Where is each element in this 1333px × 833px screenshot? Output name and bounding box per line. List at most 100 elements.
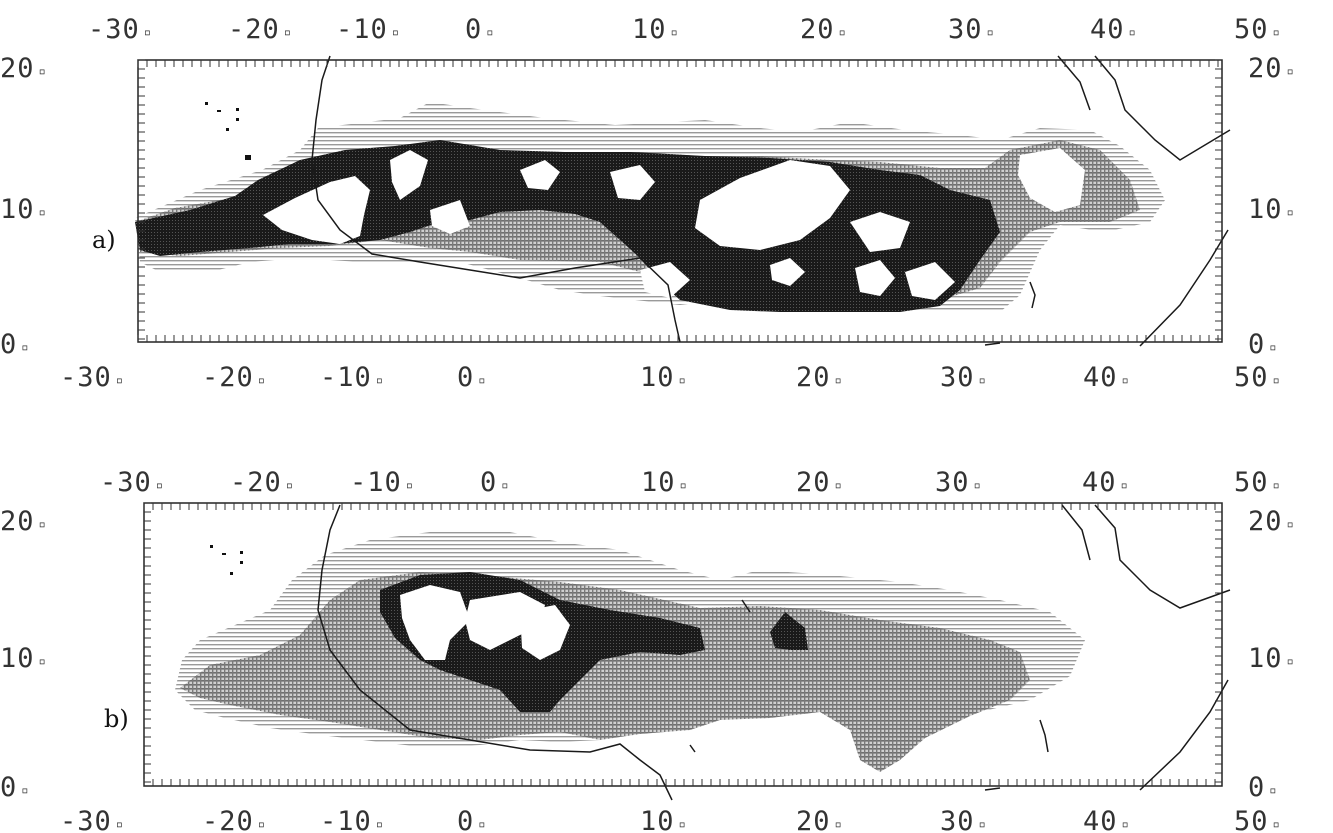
panel-a-bottom-x-label: 20 ▫ — [796, 362, 843, 393]
panel-b-island — [210, 545, 213, 548]
panel-b-bottom-x-label: 0 ▫ — [457, 806, 487, 833]
panel-b-island — [230, 572, 233, 575]
panel-b-bottom-x-label: -30 ▫ — [60, 806, 124, 833]
panel-b-top-x-label: 50 ▫ — [1234, 467, 1281, 498]
panel-b-max-cell-1 — [400, 585, 470, 660]
panel-a-max-cell-8 — [850, 212, 910, 252]
panel-b-top-x-labels: -30 ▫ -20 ▫ -10 ▫ 0 ▫ 10 ▫ 20 ▫ 30 ▫ 40 ▫ 50 ▫ — [100, 467, 1281, 498]
panel-a-top-x-label: 20 ▫ — [800, 14, 847, 45]
panel-a-max-cell-10 — [905, 262, 955, 300]
panel-b-left-y-label: 20 ▫ — [0, 506, 47, 537]
panel-a-island — [217, 110, 221, 112]
panel-b-coast-south — [984, 787, 1001, 791]
panel-a-max-cell-2 — [390, 150, 428, 200]
panel-b-top-x-label: 10 ▫ — [641, 467, 688, 498]
panel-a-max-cell-11 — [1018, 148, 1085, 212]
panel-a-label: a) — [92, 226, 116, 254]
panel-a-coast-west-africa — [311, 55, 681, 343]
panel-a-coastlines — [311, 55, 1231, 347]
panel-a-right-y-label: 10 ▫ — [1248, 194, 1295, 225]
panel-b-coastlines — [317, 504, 1231, 801]
panel-a-top-x-label: -30 ▫ — [88, 14, 152, 45]
panel-b-bottom-x-label: 30 ▫ — [940, 806, 987, 833]
panel-a-bottom-x-label: 50 ▫ — [1234, 362, 1281, 393]
panel-a-top-x-labels: -30 ▫ -20 ▫ -10 ▫ 0 ▫ 10 ▫ 20 ▫ 30 ▫ 40 ▫ 50 ▫ — [88, 14, 1281, 45]
panel-a-left-y-label: 0 ▫ — [0, 329, 30, 360]
panel-b-shading — [175, 530, 1085, 772]
panel-a-max-cell-9 — [855, 260, 895, 296]
panel-a-island — [205, 102, 208, 105]
panel-a: -30 ▫ -20 ▫ -10 ▫ 0 ▫ 10 ▫ 20 ▫ 30 ▫ 40 ▫ 50 ▫ -3… — [0, 14, 1295, 393]
panel-a-right-y-label: 20 ▫ — [1248, 53, 1295, 84]
panel-a-max-cell-12 — [770, 258, 805, 286]
panel-a-bottom-x-label: 40 ▫ — [1083, 362, 1130, 393]
panel-a-max-cell-3 — [430, 200, 470, 234]
panel-b-bottom-x-label: 50 ▫ — [1234, 806, 1281, 833]
panel-a-bottom-x-label: 30 ▫ — [940, 362, 987, 393]
panel-b-max-cell-3 — [520, 605, 570, 660]
panel-a-bottom-x-label: -20 ▫ — [202, 362, 266, 393]
panel-a-max-cell-4 — [520, 160, 560, 190]
panel-a-bottom-x-label: 0 ▫ — [457, 362, 487, 393]
panel-b-island — [240, 561, 243, 564]
panel-b-top-x-label: 20 ▫ — [796, 467, 843, 498]
panel-a-shading — [135, 102, 1165, 312]
panel-b-top-x-label: -20 ▫ — [230, 467, 294, 498]
panel-b-left-y-labels: 20 ▫ 10 ▫ 0 ▫ — [0, 506, 47, 803]
panel-a-top-x-label: 40 ▫ — [1090, 14, 1137, 45]
panel-a-bottom-x-label: 10 ▫ — [640, 362, 687, 393]
panel-b-top-x-label: -10 ▫ — [350, 467, 414, 498]
panel-a-top-x-label: 30 ▫ — [948, 14, 995, 45]
panel-a-right-y-labels: 20 ▫ 10 ▫ 0 ▫ — [1248, 53, 1295, 360]
panel-b-top-x-label: 40 ▫ — [1082, 467, 1129, 498]
panel-a-bottom-x-label: -10 ▫ — [320, 362, 384, 393]
panel-a-left-y-label: 20 ▫ — [0, 53, 47, 84]
panel-b-ticks — [143, 502, 1222, 786]
panel-b-max-cell-2 — [465, 592, 545, 650]
panel-b-left-y-label: 0 ▫ — [0, 772, 30, 803]
panel-b-coast-lake — [1039, 719, 1049, 753]
panel-b-frame — [143, 502, 1223, 787]
panel-a-island — [226, 128, 229, 131]
panel-a-island — [245, 155, 251, 160]
panel-a-max-cell-5 — [610, 165, 655, 200]
panel-a-ticks — [137, 59, 1222, 342]
panel-a-max-cell-6 — [695, 160, 850, 250]
panel-a-right-y-label: 0 ▫ — [1248, 329, 1278, 360]
panel-b-bottom-x-label: 40 ▫ — [1083, 806, 1130, 833]
panel-b-bottom-x-label: -10 ▫ — [320, 806, 384, 833]
panel-b-coast-lake-2 — [741, 599, 751, 613]
panel-b-left-y-label: 10 ▫ — [0, 643, 47, 674]
panel-b-bottom-x-labels: -30 ▫ -20 ▫ -10 ▫ 0 ▫ 10 ▫ 20 ▫ 30 ▫ 40 ▫ 50 ▫ — [60, 806, 1281, 833]
panel-b-island — [240, 551, 243, 554]
panel-b-right-y-label: 10 ▫ — [1248, 643, 1295, 674]
panel-b-right-y-labels: 20 ▫ 10 ▫ 0 ▫ — [1248, 506, 1295, 803]
panel-b-islands — [210, 545, 243, 575]
panel-a-islands — [205, 102, 251, 160]
panel-b-coast-west-africa — [317, 504, 673, 801]
panel-b-label: b) — [104, 705, 129, 733]
panel-b-coast-island — [689, 744, 696, 753]
panel-a-island — [236, 108, 239, 111]
panel-a-top-x-label: -10 ▫ — [336, 14, 400, 45]
panel-b-precip-dark-patch — [770, 612, 808, 650]
panel-b-bottom-x-label: 10 ▫ — [640, 806, 687, 833]
panel-a-frame — [137, 59, 1223, 343]
panel-a-top-x-label: 50 ▫ — [1234, 14, 1281, 45]
panel-b-right-y-label: 20 ▫ — [1248, 506, 1295, 537]
panel-a-bottom-x-label: -30 ▫ — [60, 362, 124, 393]
panel-a-top-x-label: 10 ▫ — [632, 14, 679, 45]
panel-a-bottom-x-labels: -30 ▫ -20 ▫ -10 ▫ 0 ▫ 10 ▫ 20 ▫ 30 ▫ 40 ▫ 50 ▫ — [60, 362, 1281, 393]
panel-b-top-x-label: -30 ▫ — [100, 467, 164, 498]
panel-b-bottom-x-label: 20 ▫ — [796, 806, 843, 833]
panel-a-coast-lake — [1029, 281, 1036, 309]
panel-a-top-x-label: -20 ▫ — [228, 14, 292, 45]
panel-a-left-y-label: 10 ▫ — [0, 194, 47, 225]
panel-b-top-x-label: 30 ▫ — [935, 467, 982, 498]
panel-a-island — [236, 118, 239, 121]
panel-b: -30 ▫ -20 ▫ -10 ▫ 0 ▫ 10 ▫ 20 ▫ 30 ▫ 40 ▫ 50 ▫ -3… — [0, 467, 1295, 833]
panel-b-island — [222, 553, 226, 555]
panel-b-right-y-label: 0 ▫ — [1248, 772, 1278, 803]
panel-b-coast-east-africa — [1061, 504, 1231, 791]
